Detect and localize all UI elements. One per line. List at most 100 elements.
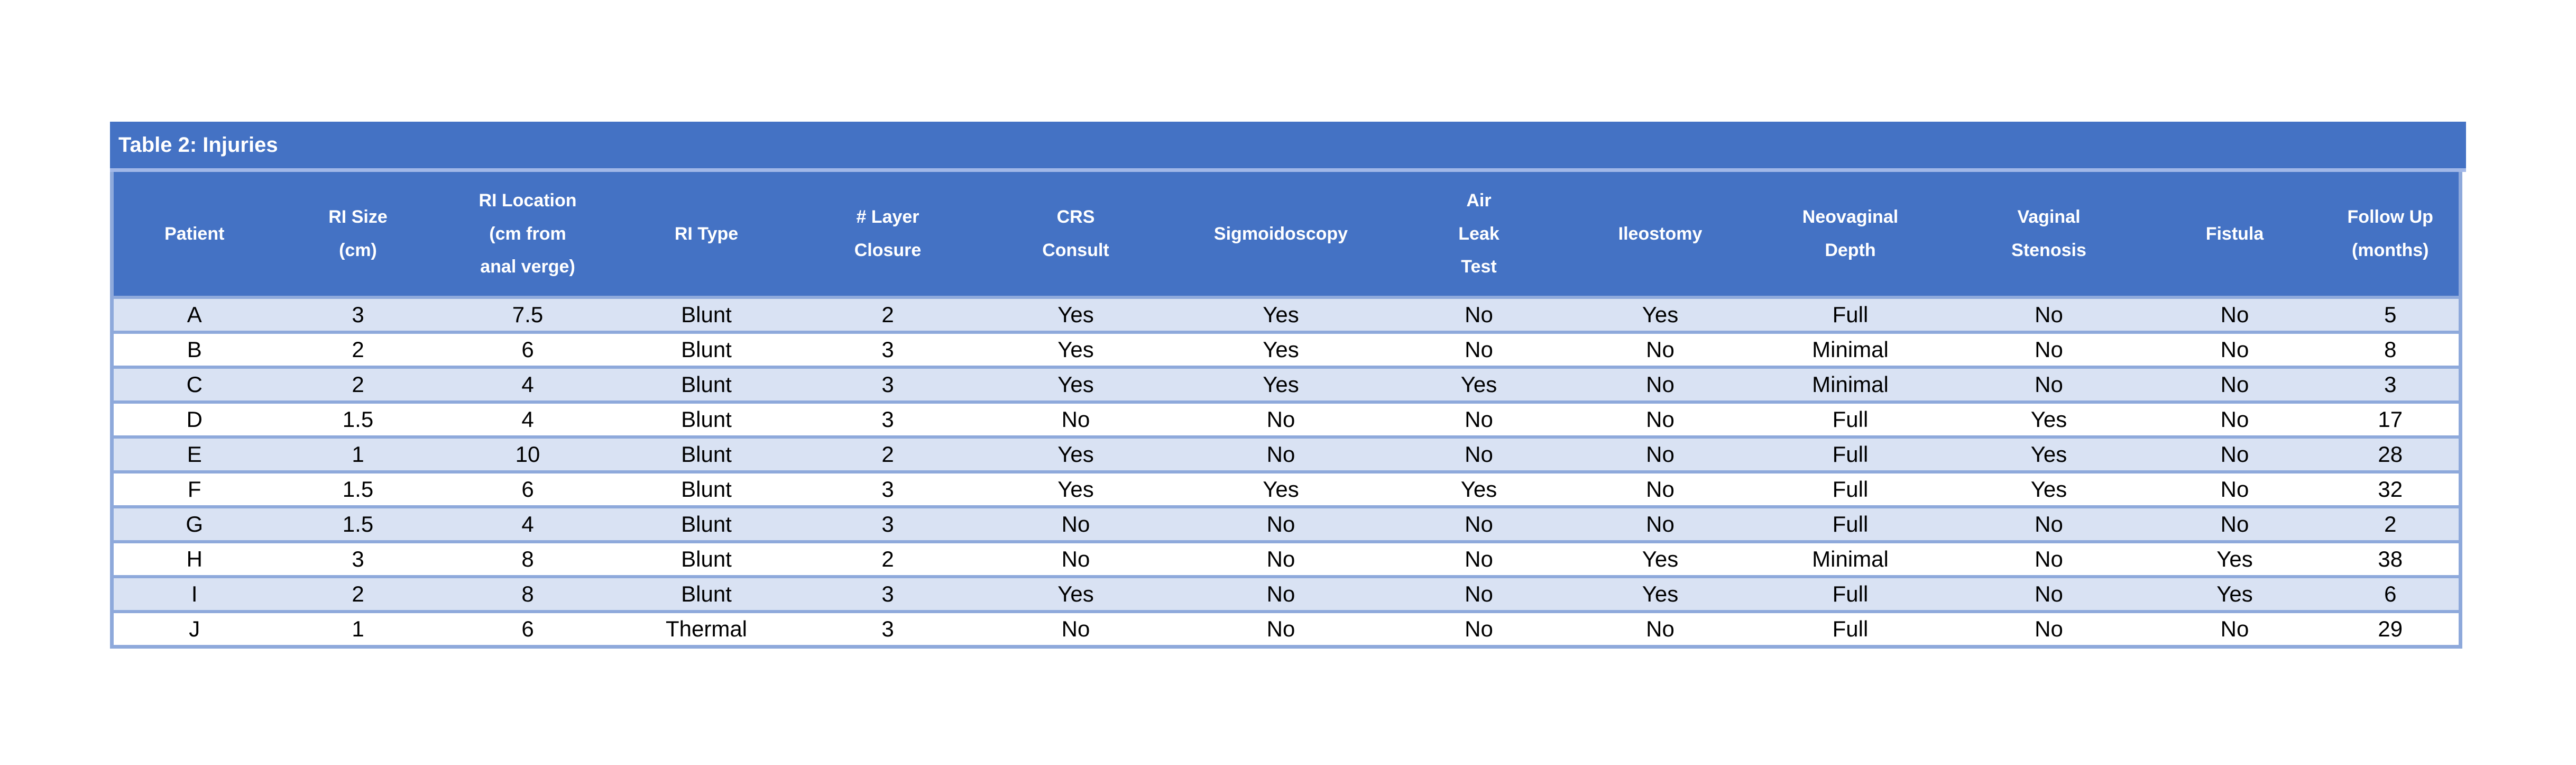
table-cell: No <box>2147 610 2322 647</box>
table-cell: No <box>2147 400 2322 437</box>
table-cell: 4 <box>440 366 615 402</box>
table-row: D 1.5 4 Blunt 3 No No No No Full Yes No 17 <box>112 400 2461 437</box>
table-row: A 3 7.5 Blunt 2 Yes Yes No Yes Full No No 5 <box>112 296 2461 332</box>
table-cell: No <box>1174 610 1388 647</box>
table-body: A 3 7.5 Blunt 2 Yes Yes No Yes Full No No 5 B 2 6 Blunt 3… <box>112 296 2461 647</box>
table-cell: Yes <box>1174 470 1388 507</box>
patient-cell: A <box>112 296 275 332</box>
patient-cell: G <box>112 505 275 542</box>
patient-cell: B <box>112 331 275 367</box>
table-cell: 6 <box>440 610 615 647</box>
table-cell: No <box>1174 400 1388 437</box>
table-cell: Yes <box>977 435 1174 472</box>
table-cell: 2 <box>798 296 978 332</box>
table-cell: No <box>1174 505 1388 542</box>
table-row: B 2 6 Blunt 3 Yes Yes No No Minimal No No 8 <box>112 331 2461 367</box>
table-cell: 29 <box>2322 610 2461 647</box>
table-cell: No <box>1174 435 1388 472</box>
column-header-5: CRS Consult <box>977 172 1174 297</box>
table-cell: No <box>977 540 1174 577</box>
table-cell: Full <box>1750 470 1951 507</box>
table-header: Patient RI Size (cm) RI Location (cm from … <box>112 172 2461 297</box>
table-cell: No <box>2147 505 2322 542</box>
table-cell: No <box>1950 366 2148 402</box>
table-cell: 1 <box>275 435 441 472</box>
patient-cell: E <box>112 435 275 472</box>
table-cell: 2 <box>2322 505 2461 542</box>
table-cell: 1.5 <box>275 470 441 507</box>
table-cell: Full <box>1750 610 1951 647</box>
table-cell: No <box>977 400 1174 437</box>
column-header-0: Patient <box>112 172 275 297</box>
table-cell: 3 <box>798 331 978 367</box>
table-cell: Full <box>1750 400 1951 437</box>
table-cell: Yes <box>1174 366 1388 402</box>
table-row: J 1 6 Thermal 3 No No No No Full No No 29 <box>112 610 2461 647</box>
table-cell: No <box>1950 610 2148 647</box>
table-cell: No <box>1570 366 1751 402</box>
table-cell: No <box>1387 331 1570 367</box>
table-cell: Yes <box>1174 331 1388 367</box>
table-cell: 3 <box>798 505 978 542</box>
table-row: H 3 8 Blunt 2 No No No Yes Minimal No Yes 38 <box>112 540 2461 577</box>
column-header-10: Vaginal Stenosis <box>1950 172 2148 297</box>
table-cell: 1 <box>275 610 441 647</box>
table-cell: Yes <box>977 296 1174 332</box>
table-cell: 8 <box>2322 331 2461 367</box>
table-row: E 1 10 Blunt 2 Yes No No No Full Yes No 28 <box>112 435 2461 472</box>
table-cell: No <box>1387 505 1570 542</box>
table-cell: Blunt <box>614 366 798 402</box>
table-cell: Yes <box>977 470 1174 507</box>
table-cell: No <box>977 610 1174 647</box>
table-cell: 1.5 <box>275 400 441 437</box>
table-cell: 3 <box>798 400 978 437</box>
table-cell: 3 <box>275 540 441 577</box>
table-row: I 2 8 Blunt 3 Yes No No Yes Full No Yes 6 <box>112 575 2461 612</box>
table-cell: 8 <box>440 540 615 577</box>
table-cell: No <box>1570 400 1751 437</box>
table-cell: Yes <box>977 366 1174 402</box>
table-title: Table 2: Injuries <box>110 122 2466 168</box>
table-cell: No <box>2147 366 2322 402</box>
table-cell: No <box>1950 575 2148 612</box>
injuries-table-container: Table 2: Injuries Patient RI Size (cm) RI … <box>110 122 2466 649</box>
table-cell: No <box>1174 575 1388 612</box>
table-cell: 3 <box>2322 366 2461 402</box>
column-header-9: Neovaginal Depth <box>1750 172 1951 297</box>
table-cell: No <box>2147 296 2322 332</box>
table-cell: 6 <box>440 470 615 507</box>
table-cell: No <box>1570 331 1751 367</box>
table-cell: Full <box>1750 296 1951 332</box>
table-cell: No <box>1174 540 1388 577</box>
column-header-4: # Layer Closure <box>798 172 978 297</box>
table-cell: 2 <box>275 366 441 402</box>
table-cell: Yes <box>1570 296 1751 332</box>
table-cell: No <box>1570 505 1751 542</box>
table-cell: 5 <box>2322 296 2461 332</box>
table-cell: Blunt <box>614 331 798 367</box>
table-cell: Minimal <box>1750 540 1951 577</box>
table-cell: No <box>1950 296 2148 332</box>
table-cell: Yes <box>977 575 1174 612</box>
table-cell: Yes <box>1387 366 1570 402</box>
table-cell: Yes <box>1570 540 1751 577</box>
table-cell: 17 <box>2322 400 2461 437</box>
table-cell: 3 <box>798 366 978 402</box>
column-header-8: Ileostomy <box>1570 172 1751 297</box>
table-cell: No <box>1570 610 1751 647</box>
table-cell: 6 <box>2322 575 2461 612</box>
table-cell: No <box>1387 575 1570 612</box>
table-cell: No <box>1387 540 1570 577</box>
table-cell: No <box>977 505 1174 542</box>
injuries-table: Patient RI Size (cm) RI Location (cm from … <box>110 172 2462 649</box>
table-cell: No <box>1950 540 2148 577</box>
table-cell: Yes <box>2147 575 2322 612</box>
table-row: G 1.5 4 Blunt 3 No No No No Full No No 2 <box>112 505 2461 542</box>
patient-cell: I <box>112 575 275 612</box>
column-header-1: RI Size (cm) <box>275 172 441 297</box>
table-row: F 1.5 6 Blunt 3 Yes Yes Yes No Full Yes No 32 <box>112 470 2461 507</box>
table-cell: 4 <box>440 400 615 437</box>
table-cell: Minimal <box>1750 366 1951 402</box>
table-cell: 1.5 <box>275 505 441 542</box>
table-cell: Yes <box>1570 575 1751 612</box>
